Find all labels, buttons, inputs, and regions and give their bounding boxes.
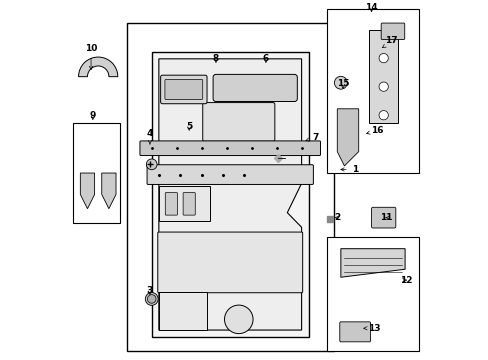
FancyBboxPatch shape: [381, 23, 404, 40]
Text: 14: 14: [365, 3, 377, 12]
Circle shape: [378, 82, 387, 91]
Polygon shape: [340, 249, 404, 277]
Circle shape: [145, 293, 158, 305]
FancyBboxPatch shape: [126, 23, 333, 351]
Text: 6: 6: [262, 54, 268, 63]
FancyBboxPatch shape: [203, 103, 274, 141]
Circle shape: [378, 54, 387, 63]
FancyBboxPatch shape: [159, 186, 210, 221]
Circle shape: [378, 111, 387, 120]
Polygon shape: [151, 52, 308, 337]
Text: 16: 16: [366, 126, 383, 135]
FancyBboxPatch shape: [73, 123, 120, 223]
Text: 12: 12: [399, 276, 411, 285]
FancyBboxPatch shape: [339, 322, 370, 342]
Text: 2: 2: [334, 213, 340, 222]
FancyBboxPatch shape: [160, 75, 206, 104]
Polygon shape: [80, 173, 94, 209]
Circle shape: [224, 305, 253, 334]
Text: 9: 9: [89, 112, 96, 121]
FancyBboxPatch shape: [371, 207, 395, 228]
Text: 7: 7: [305, 133, 318, 142]
FancyBboxPatch shape: [326, 237, 419, 351]
Polygon shape: [337, 109, 358, 166]
FancyBboxPatch shape: [326, 9, 419, 173]
Circle shape: [146, 159, 157, 170]
FancyBboxPatch shape: [165, 193, 177, 215]
Text: 10: 10: [85, 44, 97, 69]
Circle shape: [147, 294, 156, 303]
FancyBboxPatch shape: [183, 193, 195, 215]
Circle shape: [334, 76, 346, 89]
Text: 4: 4: [146, 129, 153, 144]
Polygon shape: [159, 59, 301, 330]
Text: 3: 3: [146, 286, 153, 295]
FancyBboxPatch shape: [213, 75, 297, 102]
Polygon shape: [368, 30, 397, 123]
Text: 11: 11: [379, 213, 392, 222]
FancyBboxPatch shape: [159, 292, 206, 330]
Text: 17: 17: [382, 36, 397, 48]
Text: 1: 1: [340, 165, 357, 174]
Text: 15: 15: [336, 79, 348, 89]
FancyBboxPatch shape: [164, 80, 203, 99]
FancyBboxPatch shape: [147, 165, 313, 184]
FancyBboxPatch shape: [140, 141, 320, 156]
Text: 8: 8: [212, 54, 219, 63]
Wedge shape: [79, 57, 118, 77]
Text: 13: 13: [363, 324, 379, 333]
FancyBboxPatch shape: [158, 232, 302, 293]
Text: 5: 5: [185, 122, 192, 131]
Polygon shape: [102, 173, 116, 209]
